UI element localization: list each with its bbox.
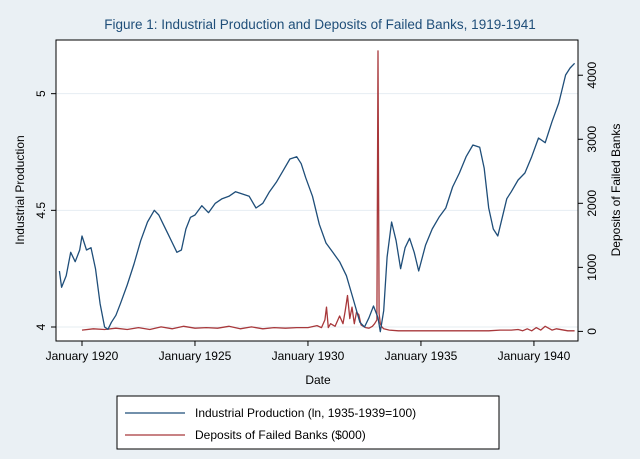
x-tick-label-4: January 1940: [498, 349, 571, 363]
y-left-tick-label-0: 4: [34, 323, 48, 330]
y-left-tick-label-1: 4.5: [34, 202, 48, 219]
x-tick-label-2: January 1930: [272, 349, 345, 363]
plot-area: [56, 40, 578, 341]
y-axis-right: 0 1000 2000 3000 4000: [578, 62, 599, 335]
x-tick-label-1: January 1925: [159, 349, 232, 363]
series-line-failed-bank-deposits: [81, 50, 575, 332]
y-right-tick-label-4: 4000: [585, 62, 599, 89]
y-axis-right-title: Deposits of Failed Banks: [609, 124, 623, 257]
x-tick-label-0: January 1920: [46, 349, 119, 363]
chart-title: Figure 1: Industrial Production and Depo…: [104, 17, 536, 32]
plot-frame: [55, 39, 579, 342]
y-right-tick-label-3: 3000: [585, 126, 599, 153]
y-right-tick-label-1: 1000: [585, 254, 599, 281]
y-right-tick-label-2: 2000: [585, 190, 599, 217]
series-lines: [58, 50, 576, 333]
y-left-tick-label-2: 5: [34, 90, 48, 97]
series-line-industrial-production: [58, 62, 576, 333]
x-axis: January 1920 January 1925 January 1930 Janu…: [46, 341, 571, 363]
gridlines: [56, 93, 578, 328]
x-axis-title: Date: [305, 373, 331, 387]
x-tick-label-3: January 1935: [385, 349, 458, 363]
legend: Industrial Production (ln, 1935-1939=100…: [116, 395, 500, 450]
y-right-tick-label-0: 0: [585, 328, 599, 335]
legend-label-failed-bank-deposits: Deposits of Failed Banks ($000): [195, 428, 366, 442]
y-axis-left-title: Industrial Production: [13, 135, 27, 244]
y-axis-left: 44.55: [34, 90, 56, 330]
legend-box: [116, 395, 500, 450]
legend-label-industrial-production: Industrial Production (ln, 1935-1939=100…: [195, 406, 416, 420]
